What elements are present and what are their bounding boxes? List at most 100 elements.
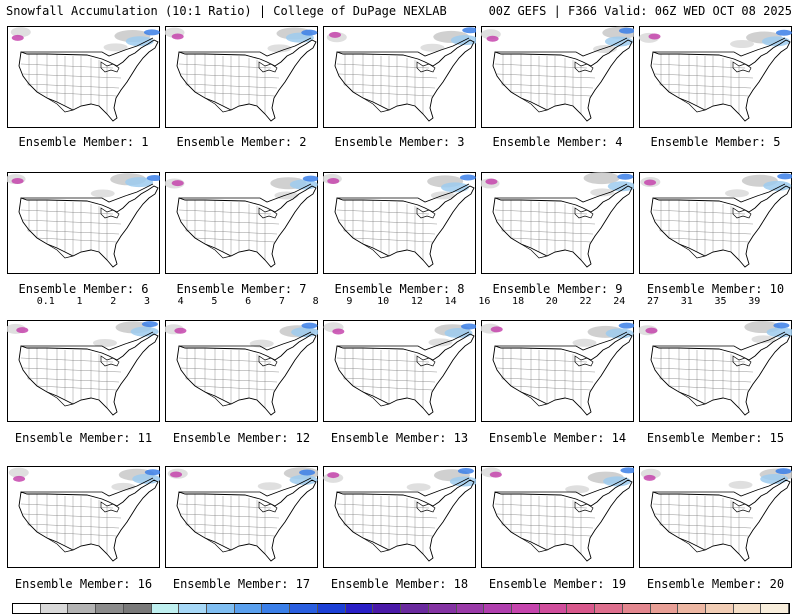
us-coastline: [334, 39, 475, 122]
map-frame: [7, 320, 160, 422]
colorbar-tick-label: 27: [647, 296, 660, 307]
great-lakes: [732, 355, 752, 367]
colorbar-swatch: [13, 604, 41, 613]
canada-border: [653, 477, 786, 497]
snowfall-shading: [639, 321, 792, 344]
snowfall-map: [7, 172, 160, 274]
snowfall-shading: [165, 27, 318, 53]
state-borders: [652, 348, 754, 408]
mexico-border: [520, 391, 548, 407]
map-frame: [323, 320, 476, 422]
snowfall-map: [639, 320, 792, 422]
mexico-border: [46, 97, 74, 113]
ensemble-member-label: Ensemble Member: 10: [646, 282, 785, 296]
state-borders: [652, 54, 754, 114]
colorbar-tick-label: 8: [312, 296, 319, 307]
ensemble-map-panel: [7, 320, 160, 422]
snowfall-shading: [7, 173, 160, 198]
state-borders: [178, 54, 280, 114]
us-coastline: [18, 479, 159, 562]
colorbar-swatch: [539, 604, 568, 613]
great-lakes: [732, 207, 752, 219]
snowfall-map: [323, 466, 476, 568]
ensemble-member-label: Ensemble Member: 20: [646, 577, 785, 591]
colorbar-swatch: [733, 604, 762, 613]
ensemble-member-label: Ensemble Member: 14: [488, 431, 627, 445]
snowfall-map: [165, 466, 318, 568]
snowfall-shading: [165, 322, 318, 348]
colorbar-tick-label: 5: [211, 296, 218, 307]
ensemble-member-label: Ensemble Member: 12: [172, 431, 311, 445]
map-frame: [323, 466, 476, 568]
map-frame: [323, 26, 476, 128]
state-borders: [178, 200, 280, 260]
ensemble-member-label: Ensemble Member: 4: [492, 135, 623, 149]
ensemble-member-label: Ensemble Member: 18: [330, 577, 469, 591]
state-borders: [20, 348, 122, 408]
map-frame: [165, 466, 318, 568]
colorbar-tick-label: 14: [444, 296, 457, 307]
ensemble-member-label: Ensemble Member: 1: [18, 135, 149, 149]
canada-border: [21, 183, 154, 203]
canada-border: [21, 37, 154, 57]
ensemble-map-panel: [639, 172, 792, 274]
map-title: Snowfall Accumulation (10:1 Ratio) | Col…: [6, 4, 447, 18]
colorbar-tick-label: 6: [245, 296, 252, 307]
snowfall-map: [639, 172, 792, 274]
colorbar-tick-label: 1: [76, 296, 83, 307]
mexico-border: [46, 243, 74, 259]
mexico-border: [678, 391, 706, 407]
mexico-border: [520, 97, 548, 113]
colorbar-tick-label: 20: [545, 296, 558, 307]
canada-border: [337, 477, 470, 497]
ensemble-member-label: Ensemble Member: 2: [176, 135, 307, 149]
snowfall-shading: [481, 467, 634, 494]
ensemble-map-panel: [323, 466, 476, 568]
snowfall-map: [323, 320, 476, 422]
us-coastline: [492, 333, 633, 416]
colorbar-swatch: [40, 604, 69, 613]
map-frame: [165, 26, 318, 128]
colorbar-tick-label: 0.1: [36, 296, 55, 307]
snowfall-shading: [326, 27, 476, 52]
snowfall-map: [165, 26, 318, 128]
great-lakes: [100, 61, 120, 73]
state-borders: [178, 348, 280, 408]
snowfall-shading: [10, 27, 160, 52]
ensemble-map-panel: [323, 26, 476, 128]
colorbar-swatch: [650, 604, 679, 613]
great-lakes: [258, 501, 278, 513]
colorbar-swatch: [234, 604, 263, 613]
canada-border: [337, 183, 470, 203]
canada-border: [653, 183, 786, 203]
mexico-border: [678, 243, 706, 259]
mexico-border: [362, 243, 390, 259]
ensemble-map-panel: [639, 320, 792, 422]
us-coastline: [492, 39, 633, 122]
snowfall-shading: [640, 468, 792, 489]
snowfall-shading: [640, 173, 792, 198]
mexico-border: [204, 243, 232, 259]
colorbar-swatch: [678, 604, 706, 613]
great-lakes: [258, 207, 278, 219]
colorbar-tick-label: 10: [377, 296, 390, 307]
colorbar-tick-label: 7: [278, 296, 285, 307]
colorbar-tick-label: 12: [410, 296, 423, 307]
great-lakes: [574, 501, 594, 513]
map-frame: [7, 466, 160, 568]
colorbar-swatch: [345, 604, 374, 613]
ensemble-member-label: Ensemble Member: 19: [488, 577, 627, 591]
colorbar-tick-label: 39: [748, 296, 761, 307]
colorbar-swatch: [622, 604, 651, 613]
snowfall-shading: [481, 322, 634, 347]
ensemble-map-panel: [7, 172, 160, 274]
us-coastline: [18, 39, 159, 122]
colorbar-tick-label: 18: [512, 296, 525, 307]
mexico-border: [362, 537, 390, 553]
great-lakes: [100, 355, 120, 367]
snowfall-map: [639, 466, 792, 568]
snowfall-map: [481, 320, 634, 422]
snowfall-map: [481, 466, 634, 568]
ensemble-member-label: Ensemble Member: 9: [492, 282, 623, 296]
mexico-border: [204, 537, 232, 553]
